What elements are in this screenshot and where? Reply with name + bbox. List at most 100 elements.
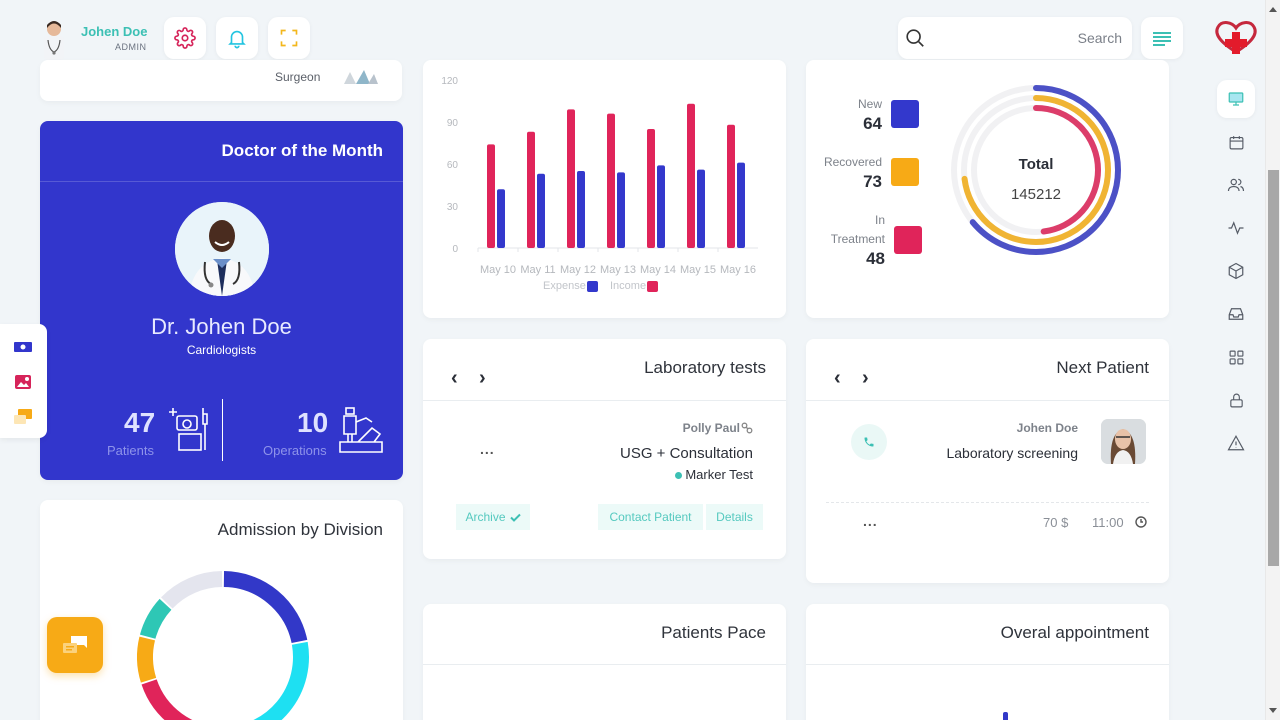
- rail-item-box[interactable]: [1217, 252, 1255, 290]
- appointment-chart-bar: [1003, 712, 1008, 720]
- rail-item-inbox[interactable]: [1217, 295, 1255, 333]
- menu-toggle-button[interactable]: [1141, 17, 1183, 59]
- top-header: Johen Doe ADMIN: [0, 0, 1265, 76]
- lab-more-button[interactable]: ...: [480, 441, 495, 457]
- money-button[interactable]: [8, 332, 38, 362]
- rail-item-lock[interactable]: [1217, 381, 1255, 419]
- lab-tests-title: Laboratory tests: [644, 358, 766, 377]
- patients-overview-card: New 64 Recovered 73 In Treatment 48 Tota…: [806, 60, 1169, 318]
- svg-text:May 12: May 12: [560, 264, 596, 276]
- call-button[interactable]: [851, 424, 887, 460]
- user-name: Johen Doe: [81, 24, 148, 39]
- hamburger-icon: [1153, 32, 1171, 46]
- svg-text:90: 90: [447, 118, 459, 129]
- calendar-icon: [1229, 135, 1243, 149]
- settings-button[interactable]: [164, 17, 206, 59]
- card-divider: [806, 664, 1169, 665]
- expand-icon: [280, 29, 298, 47]
- rail-item-activity[interactable]: [1217, 209, 1255, 247]
- legend-recovered-label: Recovered: [823, 155, 882, 169]
- status-dot: [675, 472, 683, 479]
- legend-treatment-label-2: Treatment: [830, 232, 885, 246]
- surgery-icon: [339, 407, 383, 453]
- radial-center-label: Total: [1018, 156, 1054, 173]
- lab-tag-text: Marker Test: [685, 467, 753, 482]
- archive-button[interactable]: Archive: [456, 504, 530, 530]
- next-patient-prev-button[interactable]: ‹: [834, 367, 841, 389]
- rail-item-alerts[interactable]: [1217, 424, 1255, 462]
- lab-tests-card: ‹ › Laboratory tests Polly Paul USG + Co…: [423, 339, 786, 559]
- fullscreen-button[interactable]: [268, 17, 310, 59]
- legend-treatment-value: 48: [866, 249, 885, 268]
- operations-label: Operations: [263, 443, 327, 458]
- contact-patient-button[interactable]: Contact Patient: [598, 504, 703, 530]
- lab-test-tag: Marker Test: [675, 467, 753, 482]
- income-expense-chart-card: 0 30 60 90 120 May 10 May 11 May 12 May 13 May 14…: [423, 60, 786, 318]
- legend-expense-label: Expense: [543, 280, 586, 292]
- clock-icon: [1135, 516, 1147, 528]
- legend-new-value: 64: [863, 114, 882, 133]
- chat-bubbles-icon: [63, 636, 87, 653]
- lab-test-name: USG + Consultation: [620, 445, 753, 462]
- income-expense-bar-chart: 0 30 60 90 120 May 10 May 11 May 12 May 13 May 14…: [441, 76, 758, 276]
- page-scrollbar[interactable]: [1265, 0, 1280, 720]
- notifications-button[interactable]: [216, 17, 258, 59]
- lab-prev-button[interactable]: ‹: [451, 367, 458, 389]
- card-divider: [40, 181, 403, 182]
- admission-by-division-card: Admission by Division: [40, 500, 403, 720]
- image-button[interactable]: [8, 367, 38, 397]
- doctor-role-text: Surgeon: [275, 70, 321, 84]
- svg-text:120: 120: [441, 76, 458, 87]
- chat-icon: [14, 409, 32, 424]
- heart-plus-logo[interactable]: [1212, 20, 1260, 61]
- check-icon: [509, 513, 521, 522]
- archive-label: Archive: [465, 510, 506, 524]
- rail-item-calendar[interactable]: [1217, 123, 1255, 161]
- monitor-icon: [1228, 92, 1244, 106]
- search-input[interactable]: [936, 27, 1122, 49]
- rail-item-users[interactable]: [1217, 166, 1255, 204]
- next-patient-next-button[interactable]: ›: [862, 367, 869, 389]
- doctor-thumbnail: [344, 70, 378, 84]
- stats-separator: [222, 399, 223, 461]
- link-icon[interactable]: [741, 422, 753, 434]
- card-divider: [806, 400, 1169, 401]
- next-patient-more-button[interactable]: ...: [863, 513, 878, 529]
- chat-shortcut-button[interactable]: [8, 402, 38, 432]
- legend-recovered-swatch: [891, 158, 919, 186]
- search-box: [898, 17, 1132, 59]
- doctor-name: Dr. Johen Doe: [151, 314, 292, 339]
- users-icon: [1227, 178, 1245, 192]
- legend-new-label: New: [857, 97, 882, 111]
- patient-bed-icon: [169, 408, 208, 451]
- lab-next-button[interactable]: ›: [479, 367, 486, 389]
- dashed-divider: [826, 502, 1149, 503]
- patients-count: 47: [124, 407, 156, 438]
- rail-item-dashboard[interactable]: [1217, 80, 1255, 118]
- radial-center-value: 145212: [1010, 186, 1062, 203]
- doctor-list-card: Surgeon: [40, 60, 402, 101]
- lab-patient-name: Polly Paul: [682, 421, 740, 435]
- legend-recovered-value: 73: [863, 172, 882, 191]
- scroll-down-arrow[interactable]: [1269, 708, 1277, 713]
- details-button[interactable]: Details: [706, 504, 763, 530]
- gear-icon: [174, 27, 196, 49]
- operations-count: 10: [297, 407, 329, 438]
- user-avatar[interactable]: [34, 18, 74, 60]
- box-icon: [1228, 262, 1244, 280]
- chat-fab-button[interactable]: [47, 617, 103, 673]
- right-icon-rail: [1213, 80, 1259, 467]
- activity-icon: [1228, 221, 1244, 235]
- legend-treatment-label-1: In: [874, 213, 885, 227]
- left-floating-toolbar: [0, 324, 47, 438]
- card-divider: [423, 400, 786, 401]
- alert-triangle-icon: [1227, 435, 1245, 451]
- overall-appointment-title: Overal appointment: [1000, 623, 1149, 642]
- doctor-specialty: Cardiologists: [186, 343, 257, 357]
- svg-text:May 16: May 16: [720, 264, 756, 276]
- svg-text:60: 60: [447, 160, 459, 171]
- scroll-up-arrow[interactable]: [1269, 7, 1277, 12]
- scroll-thumb[interactable]: [1268, 170, 1279, 566]
- search-icon[interactable]: [904, 27, 926, 49]
- rail-item-grid[interactable]: [1217, 338, 1255, 376]
